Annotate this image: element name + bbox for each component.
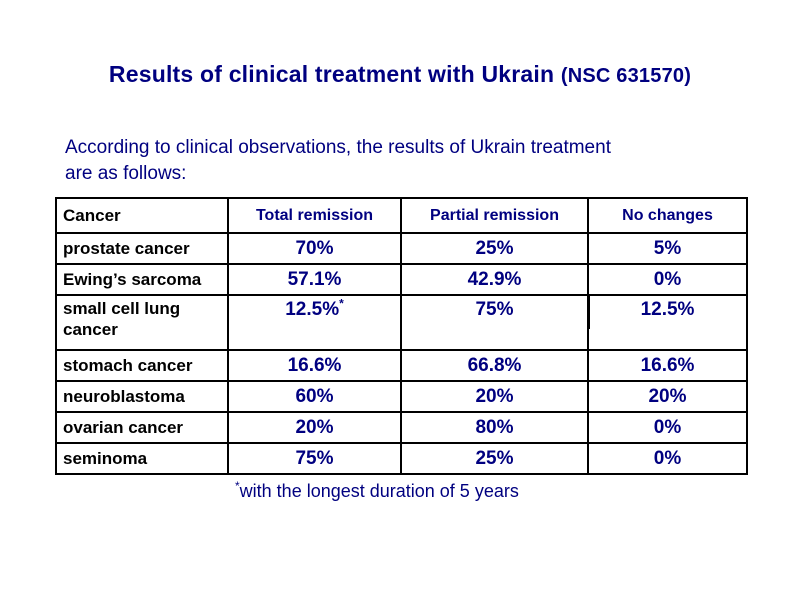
table-row-ewings-sarcoma: Ewing’s sarcoma 57.1% 42.9% 0% bbox=[55, 263, 748, 296]
cell-cancer-name: ovarian cancer bbox=[55, 411, 229, 444]
cell-cancer-name: small cell lung cancer bbox=[55, 294, 229, 351]
cell-no-changes: 0% bbox=[587, 411, 748, 444]
cell-partial-remission: 25% bbox=[400, 232, 589, 265]
cell-no-changes: 5% bbox=[587, 232, 748, 265]
table-row-neuroblastoma: neuroblastoma 60% 20% 20% bbox=[55, 380, 748, 413]
table-row-stomach-cancer: stomach cancer 16.6% 66.8% 16.6% bbox=[55, 349, 748, 382]
col-header-cancer: Cancer bbox=[55, 197, 229, 234]
slide-title-main: Results of clinical treatment with Ukrai… bbox=[108, 61, 561, 87]
cell-partial-remission: 42.9% bbox=[400, 263, 589, 296]
subtitle-line-1: According to clinical observations, the … bbox=[65, 137, 611, 158]
cell-cancer-name: neuroblastoma bbox=[55, 380, 229, 413]
cell-total-remission: 70% bbox=[227, 232, 402, 265]
footnote-marker-superscript: * bbox=[339, 296, 344, 311]
footnote-marker: * bbox=[235, 479, 240, 493]
cell-no-changes: 0% bbox=[587, 442, 748, 475]
subtitle-line-2: are as follows: bbox=[65, 163, 187, 184]
table-header-row: Cancer Total remission Partial remission… bbox=[55, 197, 748, 234]
cell-total-remission: 75% bbox=[227, 442, 402, 475]
cell-total-remission: 60% bbox=[227, 380, 402, 413]
table-row-seminoma: seminoma 75% 25% 0% bbox=[55, 442, 748, 475]
cell-partial-remission: 20% bbox=[400, 380, 589, 413]
cell-no-changes: 20% bbox=[587, 380, 748, 413]
slide-title-suffix: (NSC 631570) bbox=[560, 65, 692, 87]
cell-total-remission: 20% bbox=[227, 411, 402, 444]
slide-subtitle: According to clinical observations, the … bbox=[65, 135, 611, 187]
col-header-partial-remission: Partial remission bbox=[400, 197, 589, 234]
cell-cancer-name: Ewing’s sarcoma bbox=[55, 263, 229, 296]
cell-total-remission-value: 12.5% bbox=[285, 299, 340, 320]
cell-total-remission: 12.5%* bbox=[227, 294, 402, 351]
cell-cancer-name: seminoma bbox=[55, 442, 229, 475]
cell-no-changes: 12.5% bbox=[587, 294, 748, 351]
cell-total-remission: 57.1% bbox=[227, 263, 402, 296]
table-footnote: *with the longest duration of 5 years bbox=[235, 479, 519, 502]
table-row-prostate-cancer: prostate cancer 70% 25% 5% bbox=[55, 232, 748, 265]
cell-total-remission: 16.6% bbox=[227, 349, 402, 382]
cell-cancer-name: stomach cancer bbox=[55, 349, 229, 382]
table-row-small-cell-lung-cancer: small cell lung cancer 12.5%* 75% 12.5% bbox=[55, 294, 748, 351]
results-table: Cancer Total remission Partial remission… bbox=[55, 197, 748, 475]
slide-title: Results of clinical treatment with Ukrai… bbox=[0, 61, 800, 88]
cell-no-changes: 16.6% bbox=[587, 349, 748, 382]
cell-cancer-name: prostate cancer bbox=[55, 232, 229, 265]
cell-partial-remission: 66.8% bbox=[400, 349, 589, 382]
col-header-total-remission: Total remission bbox=[227, 197, 402, 234]
col-header-no-changes: No changes bbox=[587, 197, 748, 234]
cell-no-changes: 0% bbox=[587, 263, 748, 296]
table-row-ovarian-cancer: ovarian cancer 20% 80% 0% bbox=[55, 411, 748, 444]
footnote-text: with the longest duration of 5 years bbox=[239, 481, 519, 501]
cell-partial-remission: 80% bbox=[400, 411, 589, 444]
cell-partial-remission: 75% bbox=[400, 294, 589, 351]
cell-partial-remission: 25% bbox=[400, 442, 589, 475]
